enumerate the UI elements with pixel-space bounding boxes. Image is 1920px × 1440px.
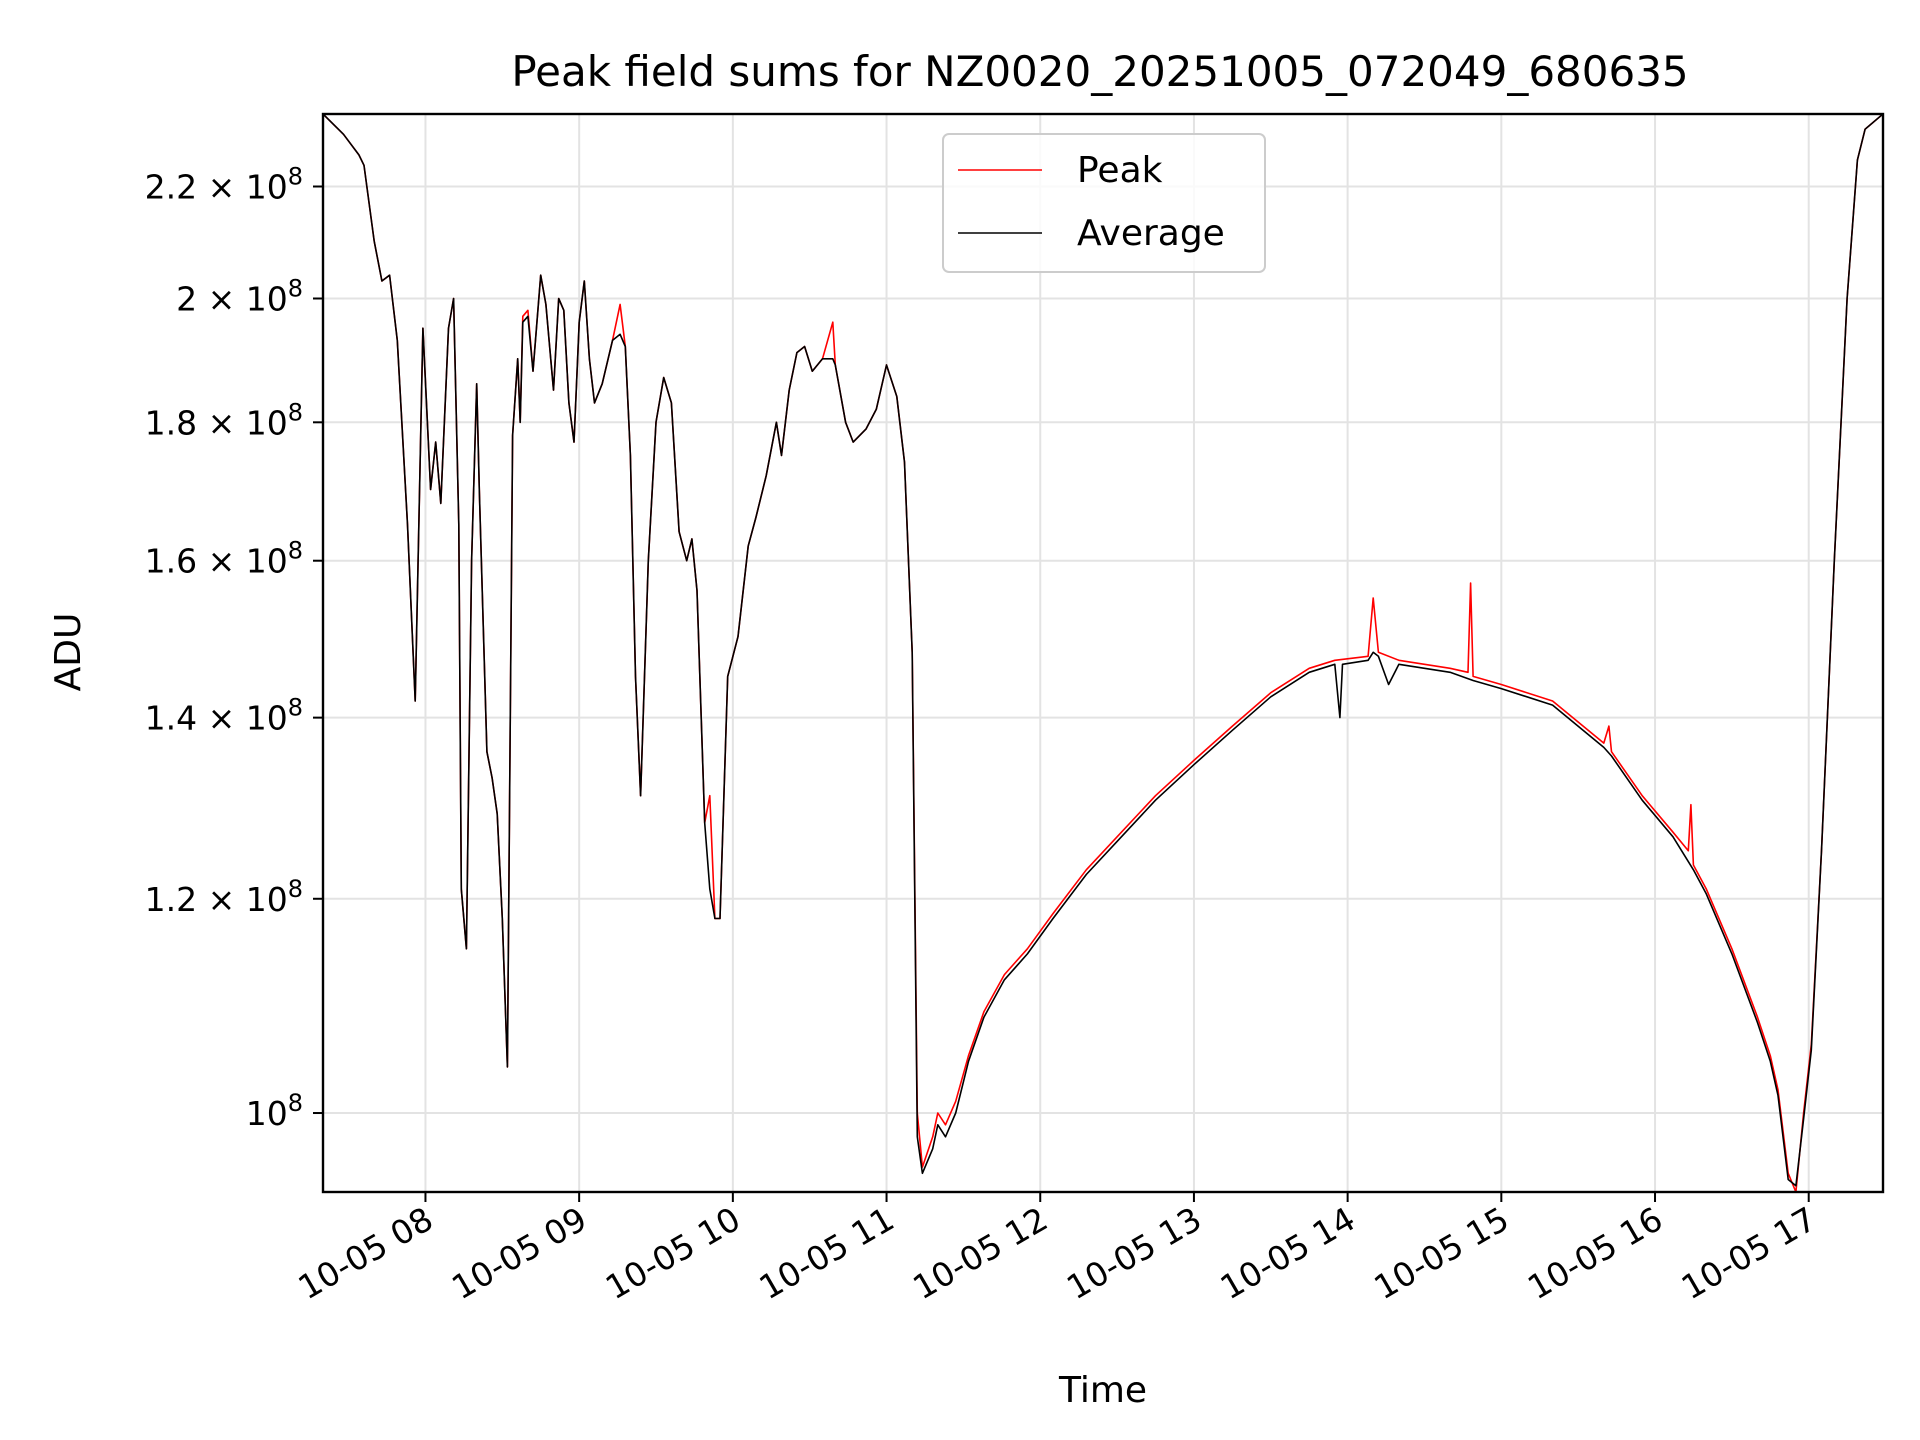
chart-title: Peak field sums for NZ0020_20251005_0720…: [511, 47, 1688, 96]
legend-average-label: Average: [1077, 213, 1225, 254]
y-tick-label: 1.6 × 108: [145, 537, 303, 581]
y-tick-label: 2.2 × 108: [145, 162, 303, 206]
y-axis-label: ADU: [48, 613, 89, 692]
legend: Peak Average: [942, 133, 1266, 273]
y-tick-label: 1.8 × 108: [145, 398, 303, 442]
legend-box: [942, 133, 1266, 273]
y-axis-ticks: 108 1.2 × 108 1.4 × 108 1.6 × 108 1.8 × 108 2…: [145, 162, 323, 1133]
y-tick-label: 108: [246, 1089, 303, 1133]
x-axis-label: Time: [1058, 1370, 1147, 1411]
plot-frame: [321, 112, 1885, 1194]
grid-lines: [323, 114, 1883, 1192]
y-tick-label: 2 × 108: [176, 274, 303, 318]
legend-peak-label: Peak: [1077, 150, 1163, 191]
y-tick-label: 1.4 × 108: [145, 694, 303, 738]
y-tick-label: 1.2 × 108: [145, 875, 303, 919]
series-line-average: [323, 114, 1883, 1187]
series-layer: [323, 114, 1883, 1192]
